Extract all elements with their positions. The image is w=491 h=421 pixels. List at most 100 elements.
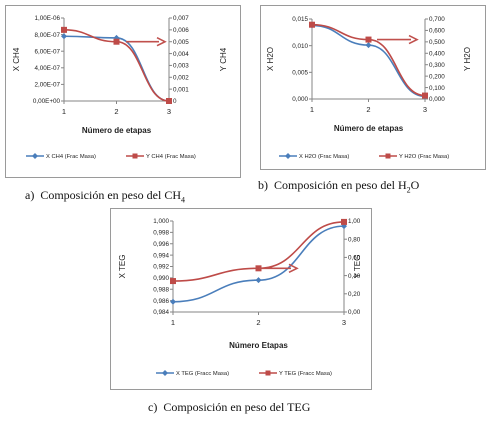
legend-marker-square [265, 370, 271, 376]
caption-h2o-tail: O [410, 178, 420, 192]
legend-marker-diamond [162, 370, 168, 376]
left-tick-label: 0,005 [292, 70, 308, 77]
legend-marker-diamond [285, 153, 291, 159]
legend-marker-diamond [32, 153, 38, 159]
legend-label: X H2O (Frac Masa) [299, 154, 349, 160]
right-tick-label: 0 [173, 98, 177, 105]
right-tick-label: 0,003 [173, 63, 189, 70]
data-point-square [422, 92, 428, 99]
legend-label: Y H2O (Frac Masa) [399, 154, 449, 160]
caption-ch4-sub: 4 [180, 195, 185, 205]
right-tick-label: 0,002 [173, 74, 189, 81]
arrow-head-icon [288, 263, 299, 274]
left-tick-label: 6,00E-07 [34, 48, 60, 55]
data-point-square [61, 26, 67, 33]
right-tick-label: 0,200 [429, 73, 445, 80]
caption-teg-text: Composición en peso del TEG [163, 400, 311, 414]
right-tick-label: 0,500 [429, 39, 445, 46]
right-tick-label: 0,60 [348, 255, 361, 262]
data-point-square [365, 36, 372, 43]
legend-marker-square [132, 153, 138, 159]
x-tick-label: 3 [423, 105, 427, 114]
x-axis-title: Número de etapas [82, 126, 152, 135]
right-axis-title: Y TEG [353, 255, 362, 279]
data-point-square [166, 98, 172, 104]
x-axis-title: Número de etapas [334, 124, 404, 133]
x-axis-title: Número Etapas [229, 341, 288, 350]
caption-teg-prefix: c) [148, 400, 158, 414]
left-tick-label: 0,988 [153, 286, 169, 293]
left-axis-title: X TEG [118, 255, 127, 279]
x-tick-label: 2 [114, 107, 118, 116]
left-axis-title: X H2O [266, 47, 275, 71]
chart-h2o: 0,000 0,005 0,010 0,015 0,000 0,100 0,200 0,300… [266, 16, 472, 160]
data-point-diamond [61, 33, 67, 40]
data-point-square [113, 38, 120, 45]
chart-panel-ch4: 0,00E+00 2,00E-07 4,00E-07 6,00E-07 8,00E-07… [5, 5, 241, 178]
caption-ch4: a) Composición en peso del CH4 [25, 188, 185, 204]
right-tick-label: 0,20 [348, 291, 361, 298]
data-point-square [255, 265, 262, 272]
chart-ch4: 0,00E+00 2,00E-07 4,00E-07 6,00E-07 8,00E-07… [12, 15, 228, 160]
left-tick-label: 0,00E+00 [33, 98, 61, 105]
left-tick-label: 0,998 [153, 230, 169, 237]
caption-teg: c) Composición en peso del TEG [148, 400, 310, 415]
right-tick-label: 0,300 [429, 62, 445, 69]
right-axis-title: Y CH4 [219, 47, 228, 71]
left-tick-label: 0,992 [153, 264, 169, 271]
caption-h2o: b) Composición en peso del H2O [258, 178, 419, 194]
caption-ch4-prefix: a) [25, 188, 35, 202]
right-tick-label: 0,400 [429, 50, 445, 57]
left-tick-label: 0,015 [292, 16, 308, 23]
arrow-head-icon [408, 34, 419, 45]
right-tick-label: 1,00 [348, 218, 361, 225]
left-tick-label: 1,00E-06 [34, 15, 60, 22]
series-line-square [311, 23, 426, 97]
right-tick-label: 0,004 [173, 51, 189, 58]
chart-panel-h2o: 0,000 0,005 0,010 0,015 0,000 0,100 0,200 0,300… [260, 5, 486, 170]
right-tick-label: 0,600 [429, 28, 445, 35]
caption-h2o-prefix: b) [258, 178, 268, 192]
data-point-diamond [255, 277, 262, 284]
x-tick-label: 3 [342, 318, 346, 327]
left-tick-label: 0,010 [292, 43, 308, 50]
data-point-square [309, 21, 315, 28]
legend-marker-square [385, 153, 391, 159]
left-tick-label: 0,986 [153, 298, 169, 305]
right-tick-label: 0,40 [348, 273, 361, 280]
legend-label: Y CH4 (Frac Masa) [146, 154, 196, 160]
arrow-head-icon [156, 36, 167, 47]
data-point-square [341, 218, 347, 225]
x-tick-label: 2 [366, 105, 370, 114]
right-tick-label: 0,80 [348, 236, 361, 243]
right-tick-label: 0,700 [429, 16, 445, 23]
x-tick-label: 1 [310, 105, 314, 114]
x-tick-label: 1 [171, 318, 175, 327]
left-tick-label: 8,00E-07 [34, 32, 60, 39]
legend-label: X CH4 (Frac Masa) [46, 154, 96, 160]
caption-h2o-text: Composición en peso del H [274, 178, 407, 192]
right-tick-label: 0,005 [173, 39, 189, 46]
right-tick-label: 0,007 [173, 15, 189, 22]
series-line-diamond [172, 225, 345, 303]
right-tick-label: 0,00 [348, 309, 361, 316]
left-tick-label: 0,990 [153, 275, 169, 282]
left-tick-label: 1,000 [153, 218, 169, 225]
chart-teg: 0,984 0,986 0,988 0,990 0,992 0,994 0,996 0,998… [118, 218, 362, 377]
series-line-square [172, 221, 345, 282]
left-tick-label: 0,996 [153, 241, 169, 248]
chart-panel-teg: 0,984 0,986 0,988 0,990 0,992 0,994 0,996 0,998… [110, 208, 372, 390]
left-tick-label: 0,000 [292, 96, 308, 103]
left-tick-label: 0,984 [153, 309, 169, 316]
legend-label: X TEG (Fracc Masa) [176, 371, 229, 377]
left-tick-label: 0,994 [153, 252, 169, 259]
caption-ch4-text: Composición en peso del CH [40, 188, 181, 202]
caption-h2o-sub: 2 [406, 185, 411, 195]
right-axis-title: Y H2O [463, 47, 472, 71]
x-tick-label: 3 [167, 107, 171, 116]
legend-label: Y TEG (Fracc Masa) [279, 371, 332, 377]
x-tick-label: 2 [256, 318, 260, 327]
left-tick-label: 2,00E-07 [34, 82, 60, 89]
right-tick-label: 0,100 [429, 85, 445, 92]
x-tick-label: 1 [62, 107, 66, 116]
